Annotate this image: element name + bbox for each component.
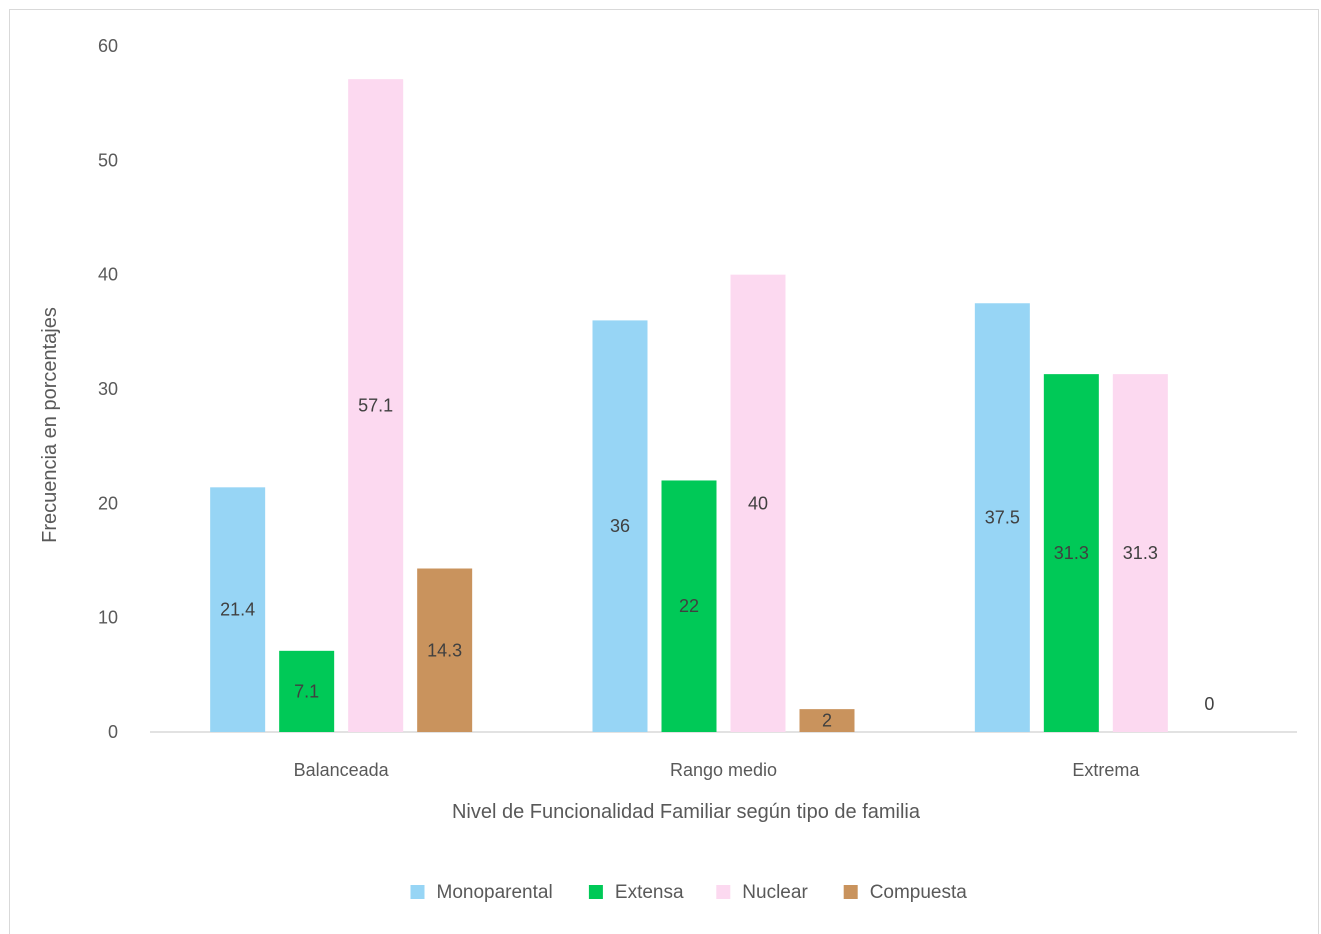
bar-nuclear-2 [730, 274, 786, 732]
legend-label-compuesta: Compuesta [870, 882, 968, 903]
data-labels: 21.4 7.1 57.1 14.3 36 22 40 2 37.5 31.3 31.3 0 [220, 396, 1214, 731]
legend-swatch-extensa [588, 885, 603, 899]
bar-nuclear-3 [1112, 374, 1168, 732]
chart-frame [9, 9, 1319, 934]
bar-monoparental-1 [210, 487, 266, 732]
data-label: 40 [748, 493, 768, 513]
y-tick-label: 40 [98, 265, 118, 285]
y-tick-label: 0 [108, 722, 118, 742]
bar-nuclear-1 [348, 79, 404, 732]
x-axis-title: Nivel de Funcionalidad Familiar según ti… [452, 801, 921, 823]
legend-label-monoparental: Monoparental [437, 882, 553, 903]
data-label: 14.3 [427, 640, 462, 660]
data-label: 7.1 [294, 681, 319, 701]
y-tick-label: 20 [98, 493, 118, 513]
bar-compuesta-2 [799, 709, 855, 732]
data-label: 22 [679, 596, 699, 616]
bar-extensa-2 [661, 480, 717, 732]
y-axis-ticks: 0 10 20 30 40 50 60 [98, 36, 118, 742]
data-label: 37.5 [985, 508, 1020, 528]
x-tick-label: Rango medio [670, 760, 777, 780]
data-label: 57.1 [358, 396, 393, 416]
legend-swatch-nuclear [716, 885, 731, 899]
data-label: 31.3 [1123, 543, 1158, 563]
legend-swatch-monoparental [410, 885, 425, 899]
bar-monoparental-2 [592, 320, 648, 732]
bar-compuesta-1 [417, 568, 473, 732]
bars [210, 79, 1168, 732]
bar-extensa-1 [279, 650, 335, 732]
data-label: 2 [822, 711, 832, 731]
data-label: 21.4 [220, 600, 255, 620]
x-axis-ticks: Balanceada Rango medio Extrema [294, 760, 1141, 780]
bar-extensa-3 [1043, 374, 1099, 732]
legend: Monoparental Extensa Nuclear Compuesta [410, 882, 968, 903]
data-label: 0 [1204, 694, 1214, 714]
y-tick-label: 60 [98, 36, 118, 56]
y-tick-label: 30 [98, 379, 118, 399]
bar-monoparental-3 [974, 303, 1030, 732]
data-label: 31.3 [1054, 543, 1089, 563]
x-tick-label: Balanceada [294, 760, 390, 780]
y-axis-title: Frecuencia en porcentajes [39, 307, 61, 543]
legend-swatch-compuesta [843, 885, 858, 899]
data-label: 36 [610, 516, 630, 536]
y-tick-label: 10 [98, 608, 118, 628]
legend-label-nuclear: Nuclear [742, 882, 808, 903]
legend-label-extensa: Extensa [615, 882, 684, 903]
y-tick-label: 50 [98, 150, 118, 170]
x-tick-label: Extrema [1072, 760, 1140, 780]
